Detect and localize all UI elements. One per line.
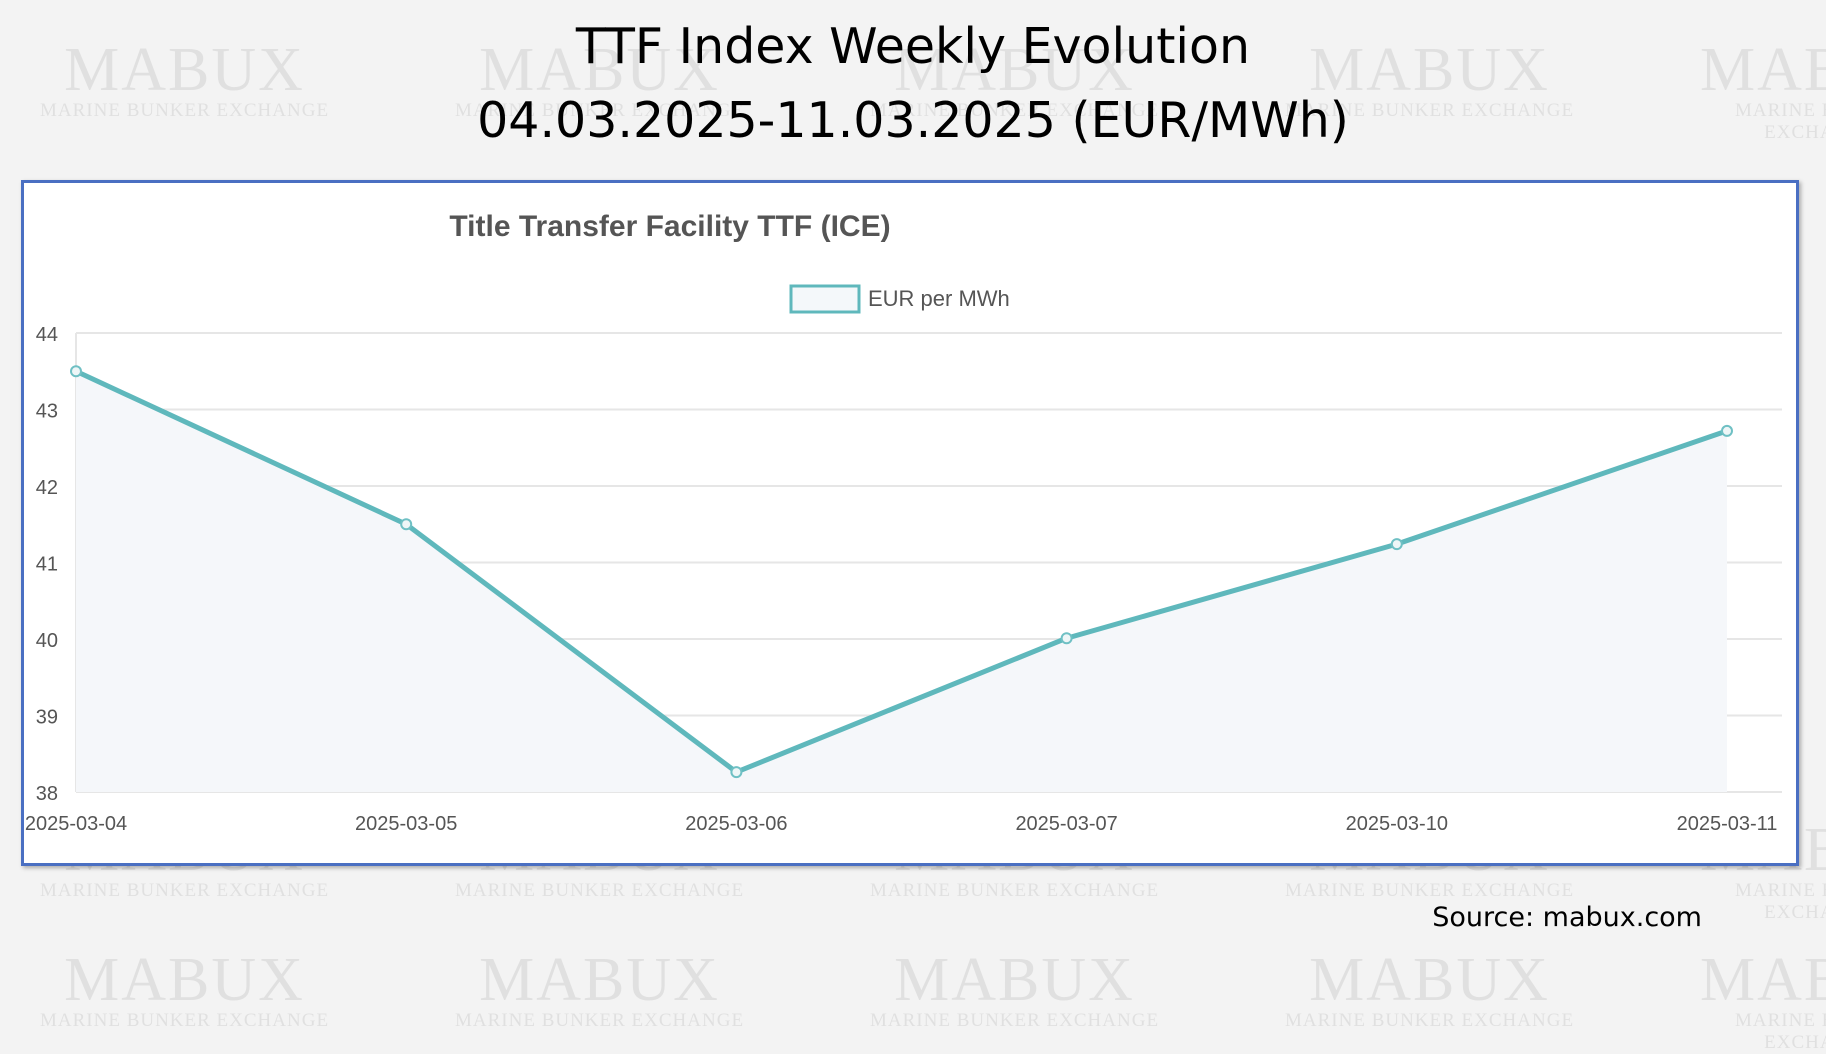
series-line	[74, 368, 1728, 775]
data-point	[1060, 632, 1073, 645]
source-label: Source: mabux.com	[1432, 902, 1702, 933]
data-point	[1721, 424, 1733, 437]
legend-swatch	[789, 284, 861, 314]
x-tick-label: 2025-03-11	[1677, 813, 1778, 835]
x-tick-label: 2025-03-06	[685, 813, 787, 835]
x-tick-label: 2025-03-04	[25, 813, 127, 835]
x-tick-label: 2025-03-07	[1015, 813, 1117, 835]
y-tick-label: 40	[36, 630, 58, 652]
legend-label: EUR per MWh	[868, 286, 1010, 311]
y-tick-label: 43	[36, 401, 58, 423]
y-tick-label: 38	[36, 783, 58, 805]
y-tick-label: 39	[36, 707, 58, 729]
series-area	[76, 371, 1727, 792]
data-point	[730, 766, 743, 779]
page-subtitle: 04.03.2025-11.03.2025 (EUR/MWh)	[477, 92, 1349, 149]
data-point	[400, 518, 413, 531]
y-tick-label: 41	[36, 554, 58, 576]
y-tick-label: 44	[36, 324, 58, 346]
page-title: TTF Index Weekly Evolution	[575, 18, 1251, 75]
data-point	[1390, 538, 1403, 551]
data-point	[70, 365, 82, 378]
x-tick-label: 2025-03-05	[355, 813, 457, 835]
y-tick-label: 42	[36, 477, 58, 499]
chart-title: Title Transfer Facility TTF (ICE)	[449, 210, 890, 243]
x-tick-label: 2025-03-10	[1346, 813, 1448, 835]
